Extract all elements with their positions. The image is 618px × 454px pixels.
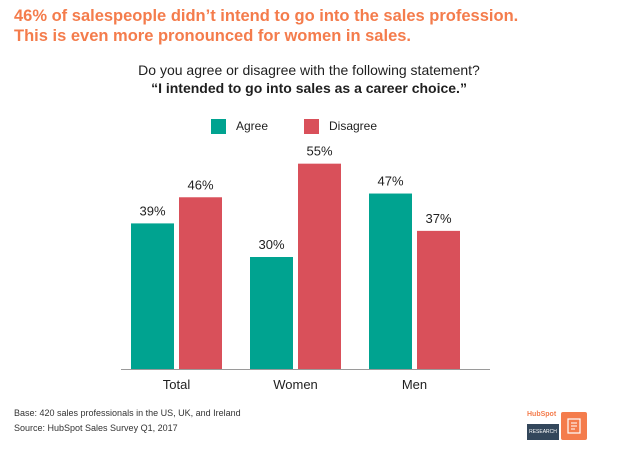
x-tick-label-total: Total bbox=[163, 377, 191, 392]
footnote-source: Source: HubSpot Sales Survey Q1, 2017 bbox=[14, 423, 178, 433]
legend-label-disagree: Disagree bbox=[329, 119, 378, 133]
x-tick-label-men: Men bbox=[402, 377, 427, 392]
chart-legend: Agree Disagree bbox=[0, 116, 618, 136]
data-label-agree-men: 47% bbox=[377, 174, 403, 189]
bar-agree-total bbox=[131, 223, 174, 369]
logo-brand: HubSpot bbox=[527, 411, 557, 418]
headline-line-2: This is even more pronounced for women i… bbox=[14, 27, 412, 45]
survey-statement: “I intended to go into sales as a career… bbox=[151, 80, 467, 96]
survey-question: Do you agree or disagree with the follow… bbox=[138, 62, 480, 78]
data-label-agree-women: 30% bbox=[258, 237, 284, 252]
legend-swatch-agree bbox=[211, 119, 226, 134]
legend-label-agree: Agree bbox=[236, 119, 269, 133]
legend-swatch-disagree bbox=[304, 119, 319, 134]
bar-disagree-women bbox=[298, 163, 341, 369]
data-label-disagree-women: 55% bbox=[306, 144, 332, 159]
hubspot-research-logo: HubSpot RESEARCH bbox=[527, 408, 591, 440]
logo-tag: RESEARCH bbox=[527, 424, 559, 440]
bar-agree-women bbox=[250, 257, 293, 369]
bar-disagree-men bbox=[417, 230, 460, 369]
data-label-disagree-men: 37% bbox=[425, 211, 451, 226]
document-icon bbox=[567, 418, 581, 434]
footnote-base: Base: 420 sales professionals in the US,… bbox=[14, 408, 241, 418]
headline-line-1: 46% of salespeople didn’t intend to go i… bbox=[14, 7, 519, 25]
chart-headline: 46% of salespeople didn’t intend to go i… bbox=[14, 6, 609, 46]
logo-square bbox=[561, 412, 587, 440]
x-tick-label-women: Women bbox=[273, 377, 318, 392]
bar-agree-men bbox=[369, 193, 412, 369]
data-label-disagree-total: 46% bbox=[187, 177, 213, 192]
data-label-agree-total: 39% bbox=[139, 203, 165, 218]
bar-disagree-total bbox=[179, 197, 222, 369]
